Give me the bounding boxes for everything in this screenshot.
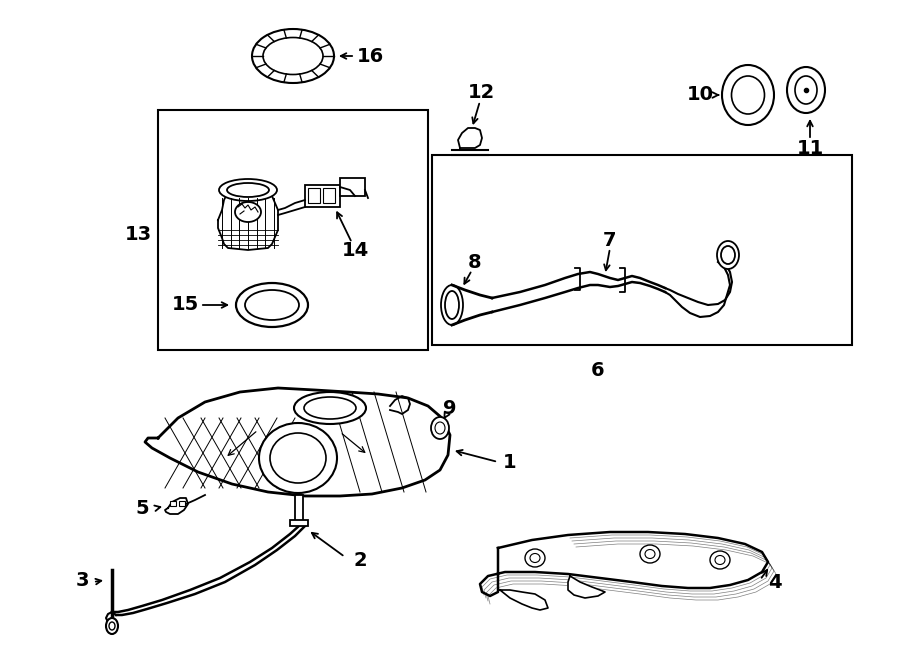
Ellipse shape [270, 433, 326, 483]
Ellipse shape [795, 76, 817, 104]
Text: 1: 1 [503, 453, 517, 471]
Polygon shape [500, 590, 548, 610]
Ellipse shape [259, 423, 337, 493]
Bar [305, 185, 340, 207]
Ellipse shape [710, 551, 730, 569]
Ellipse shape [263, 38, 323, 75]
Bar [340, 178, 365, 196]
Ellipse shape [441, 285, 463, 325]
Text: 8: 8 [468, 253, 482, 272]
Polygon shape [480, 532, 768, 596]
Text: 15: 15 [171, 295, 199, 315]
Bar [323, 188, 335, 203]
Ellipse shape [252, 29, 334, 83]
Ellipse shape [109, 622, 115, 630]
Ellipse shape [722, 65, 774, 125]
Text: 4: 4 [769, 572, 782, 592]
Polygon shape [568, 576, 605, 598]
Text: 16: 16 [356, 46, 383, 65]
Polygon shape [458, 128, 482, 148]
Ellipse shape [717, 241, 739, 269]
Ellipse shape [294, 392, 366, 424]
Polygon shape [145, 388, 450, 496]
Bar [290, 520, 308, 526]
Ellipse shape [445, 291, 459, 319]
Ellipse shape [525, 549, 545, 567]
Text: 11: 11 [796, 139, 824, 157]
Text: 5: 5 [135, 498, 148, 518]
Ellipse shape [106, 618, 118, 634]
Text: 6: 6 [591, 360, 605, 379]
Ellipse shape [787, 67, 825, 113]
Text: 14: 14 [341, 241, 369, 260]
Ellipse shape [235, 202, 261, 222]
Bar [295, 495, 303, 525]
Ellipse shape [219, 179, 277, 201]
Ellipse shape [304, 397, 356, 419]
Ellipse shape [721, 246, 735, 264]
Ellipse shape [640, 545, 660, 563]
Ellipse shape [431, 417, 449, 439]
Text: 13: 13 [124, 225, 151, 245]
Text: 12: 12 [467, 83, 495, 102]
Bar [158, 110, 428, 350]
Ellipse shape [245, 290, 299, 320]
Ellipse shape [227, 183, 269, 197]
Bar [179, 501, 185, 506]
Text: 3: 3 [76, 570, 89, 590]
Text: 10: 10 [687, 85, 714, 104]
Ellipse shape [530, 553, 540, 563]
Text: 2: 2 [353, 551, 367, 570]
Bar [308, 188, 320, 203]
Bar [170, 501, 176, 506]
Ellipse shape [645, 549, 655, 559]
Text: 9: 9 [443, 399, 456, 418]
Bar [432, 155, 852, 345]
Text: 7: 7 [603, 231, 616, 249]
Polygon shape [218, 188, 278, 250]
Polygon shape [165, 498, 188, 514]
Ellipse shape [435, 422, 445, 434]
Ellipse shape [715, 555, 725, 564]
Ellipse shape [732, 76, 764, 114]
Ellipse shape [236, 283, 308, 327]
